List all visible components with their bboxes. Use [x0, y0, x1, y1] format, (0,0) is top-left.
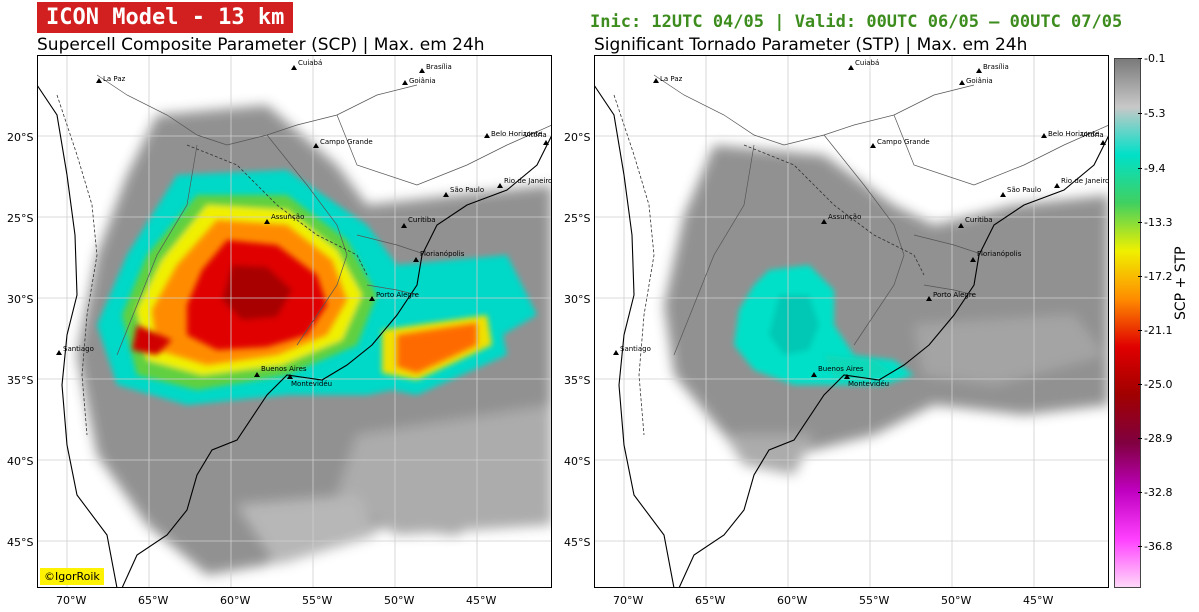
colorbar-tick-label: -28.9 — [1137, 432, 1173, 445]
lat-tick-label: 35°S — [7, 374, 34, 387]
svg-text:Goiânia: Goiânia — [966, 77, 993, 85]
svg-text:Florianópolis: Florianópolis — [977, 250, 1022, 258]
lon-tick-label: 65°W — [695, 594, 726, 607]
colorbar-tick-label: -32.8 — [1137, 486, 1173, 499]
svg-text:La Paz: La Paz — [660, 75, 683, 83]
lon-tick-label: 50°W — [941, 594, 972, 607]
svg-text:Cuiabá: Cuiabá — [298, 59, 322, 67]
lon-tick-label: 70°W — [613, 594, 644, 607]
colorbar-tick-label: -25.0 — [1137, 378, 1173, 391]
svg-text:Rio de Janeiro: Rio de Janeiro — [1061, 177, 1109, 185]
svg-text:Curitiba: Curitiba — [408, 216, 436, 224]
scp-map: La Paz Cuiabá Brasília Goiânia Belo Hori… — [37, 55, 552, 588]
stp-map: La Paz Cuiabá Brasília Goiânia Belo Hori… — [594, 55, 1109, 588]
map-frame — [37, 55, 552, 588]
colorbar-label: SCP + STP — [1173, 246, 1189, 320]
svg-text:Vitória: Vitória — [1081, 131, 1104, 139]
lat-tick-label: 35°S — [564, 374, 591, 387]
svg-text:Florianópolis: Florianópolis — [420, 250, 465, 258]
model-badge: ICON Model - 13 km — [37, 2, 294, 33]
svg-text:Porto Alegre: Porto Alegre — [376, 291, 419, 299]
svg-text:Curitiba: Curitiba — [965, 216, 993, 224]
svg-text:Rio de Janeiro: Rio de Janeiro — [504, 177, 552, 185]
svg-text:Assunção: Assunção — [828, 213, 861, 221]
svg-text:Cuiabá: Cuiabá — [855, 59, 879, 67]
validity-text: Inic: 12UTC 04/05 | Valid: 00UTC 06/05 –… — [590, 12, 1123, 32]
lat-tick-label: 20°S — [7, 131, 34, 144]
state-borders — [96, 74, 552, 356]
svg-text:Santiago: Santiago — [620, 345, 651, 353]
author-credit: ©IgorRoik — [40, 568, 104, 585]
lon-tick-label: 60°W — [220, 594, 251, 607]
svg-text:Porto Alegre: Porto Alegre — [933, 291, 976, 299]
colorbar-tick-label: -17.2 — [1137, 270, 1173, 283]
lon-tick-label: 65°W — [138, 594, 169, 607]
graticule — [594, 55, 1109, 588]
lon-tick-label: 45°W — [1023, 594, 1054, 607]
colorbar-tick-label: -9.4 — [1137, 162, 1166, 175]
lon-tick-label: 60°W — [777, 594, 808, 607]
scp-red-field — [132, 240, 327, 355]
svg-text:Goiânia: Goiânia — [409, 77, 436, 85]
svg-text:Brasília: Brasília — [426, 63, 452, 71]
svg-text:La Paz: La Paz — [103, 75, 126, 83]
state-borders — [653, 74, 1109, 356]
country-borders-dashed — [613, 94, 925, 436]
svg-text:Montevidéu: Montevidéu — [848, 380, 889, 388]
lat-tick-label: 30°S — [7, 293, 34, 306]
svg-text:Montevidéu: Montevidéu — [291, 380, 332, 388]
lon-tick-label: 50°W — [384, 594, 415, 607]
colorbar-tick-label: -21.1 — [1137, 324, 1173, 337]
coastline — [37, 84, 552, 588]
map-frame — [594, 55, 1109, 588]
scp-panel-title: Supercell Composite Parameter (SCP) | Ma… — [37, 35, 485, 55]
svg-text:Brasília: Brasília — [983, 63, 1009, 71]
svg-text:Campo Grande: Campo Grande — [320, 138, 373, 146]
lon-tick-label: 45°W — [466, 594, 497, 607]
svg-text:Assunção: Assunção — [271, 213, 304, 221]
lat-tick-label: 45°S — [7, 536, 34, 549]
svg-text:São Paulo: São Paulo — [450, 186, 484, 194]
lat-tick-label: 40°S — [7, 455, 34, 468]
svg-text:Campo Grande: Campo Grande — [877, 138, 930, 146]
svg-text:Belo Horizonte: Belo Horizonte — [1048, 130, 1099, 138]
svg-text:Vitória: Vitória — [524, 131, 547, 139]
svg-text:Belo Horizonte: Belo Horizonte — [491, 130, 542, 138]
country-borders-dashed — [56, 94, 368, 436]
lat-tick-label: 45°S — [564, 536, 591, 549]
svg-text:Santiago: Santiago — [63, 345, 94, 353]
svg-text:São Paulo: São Paulo — [1007, 186, 1041, 194]
colorbar-tick-label: -0.1 — [1137, 52, 1166, 65]
lat-tick-label: 20°S — [564, 131, 591, 144]
svg-text:Buenos Aires: Buenos Aires — [818, 365, 864, 373]
lon-tick-label: 55°W — [859, 594, 890, 607]
colorbar-tick-label: -13.3 — [1137, 216, 1173, 229]
colorbar-tick-label: -5.3 — [1137, 107, 1166, 120]
lat-tick-label: 25°S — [564, 212, 591, 225]
coastline — [594, 84, 1109, 588]
stp-cyan-field — [734, 265, 914, 385]
svg-text:Buenos Aires: Buenos Aires — [261, 365, 307, 373]
lat-tick-label: 25°S — [7, 212, 34, 225]
lon-tick-label: 70°W — [56, 594, 87, 607]
colorbar-tick-label: -36.8 — [1137, 540, 1173, 553]
city-markers: La Paz Cuiabá Brasília Goiânia Belo Hori… — [56, 59, 552, 388]
lon-tick-label: 55°W — [302, 594, 333, 607]
lat-tick-label: 30°S — [564, 293, 591, 306]
stp-panel-title: Significant Tornado Parameter (STP) | Ma… — [594, 35, 1028, 55]
lat-tick-label: 40°S — [564, 455, 591, 468]
city-markers: La Paz Cuiabá Brasília Goiânia Belo Hori… — [613, 59, 1109, 388]
colorbar — [1114, 58, 1141, 588]
